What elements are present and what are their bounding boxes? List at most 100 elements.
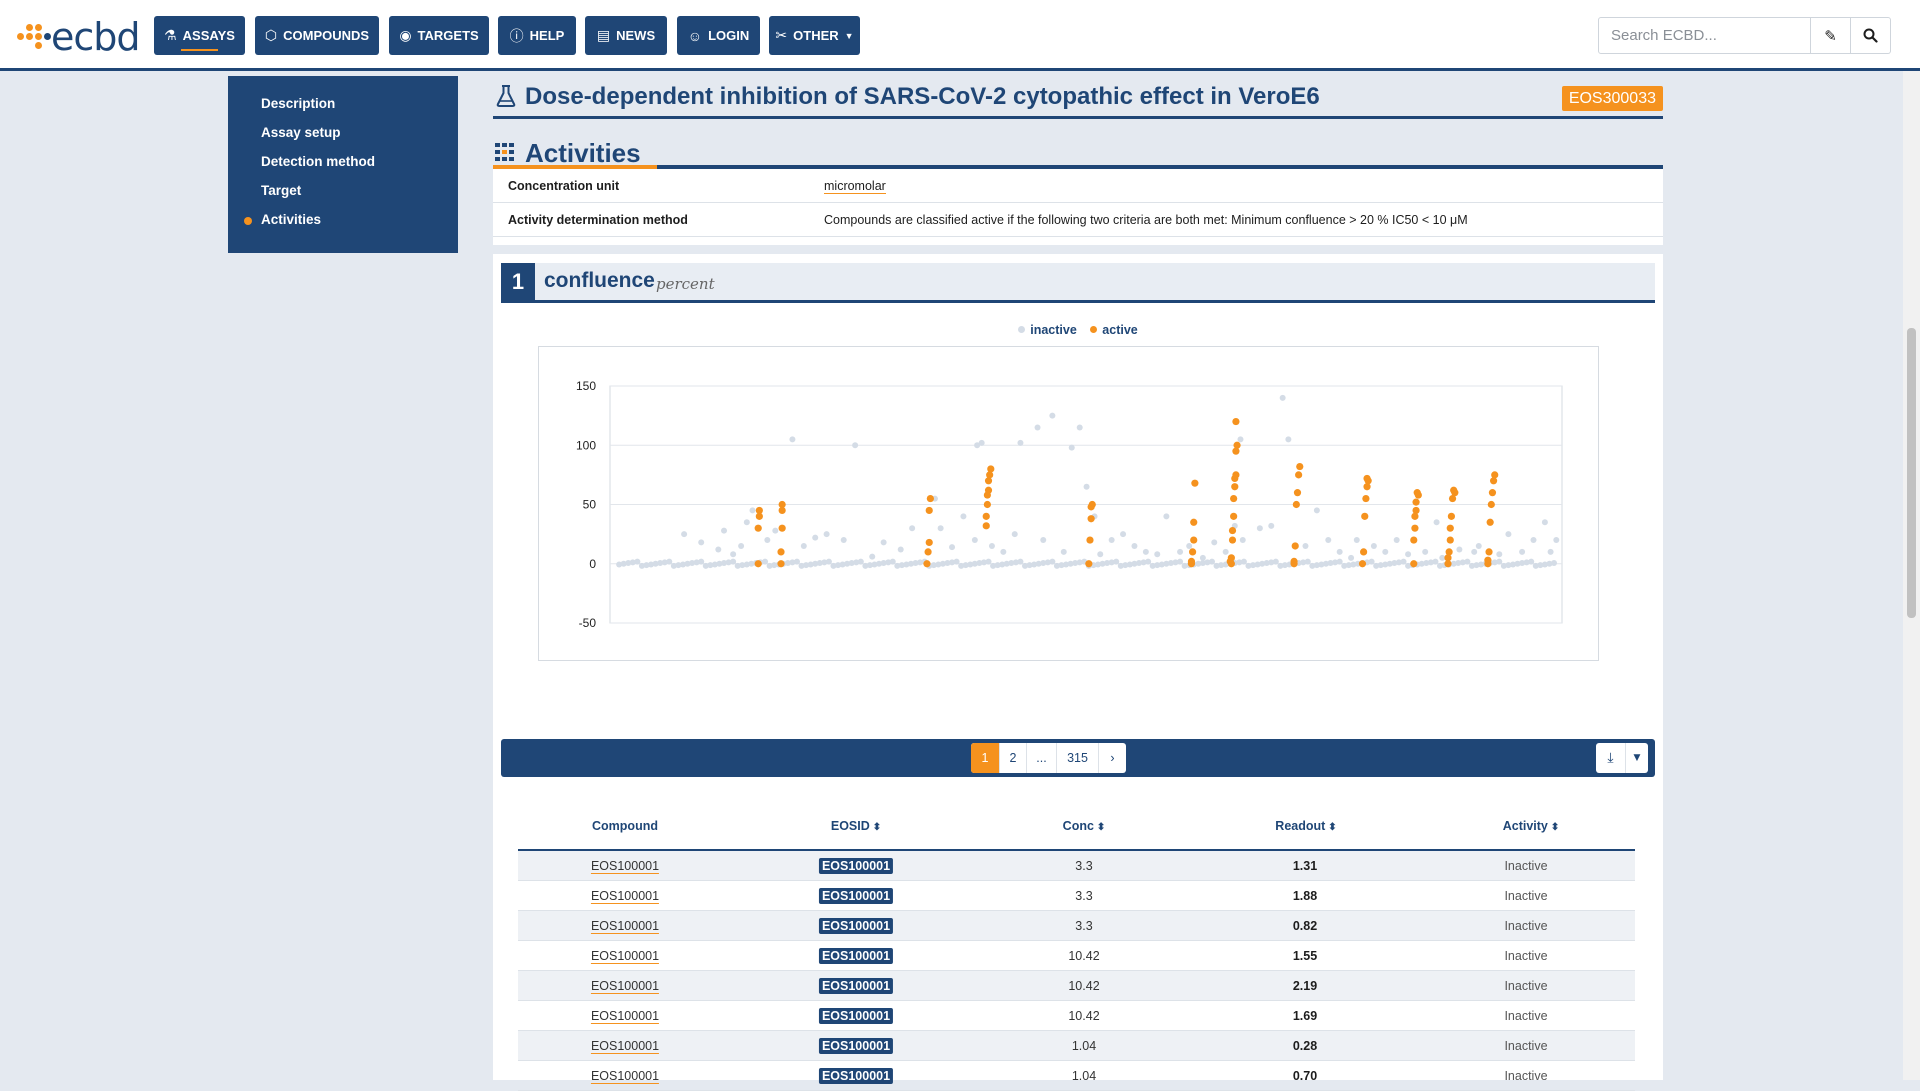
inactive-point bbox=[1386, 560, 1393, 567]
active-point bbox=[1447, 512, 1456, 520]
inactive-point bbox=[711, 561, 718, 568]
page-1-button[interactable]: 1 bbox=[971, 743, 1000, 773]
inactive-point bbox=[1000, 548, 1007, 555]
download-options-dropdown[interactable]: ▼ bbox=[1625, 743, 1648, 773]
inactive-point bbox=[1393, 537, 1400, 544]
nav-login-label: LOGIN bbox=[708, 28, 750, 43]
inactive-point bbox=[1044, 559, 1051, 566]
column-header-eosid[interactable]: EOSID ⬍ bbox=[831, 819, 881, 833]
search-input[interactable] bbox=[1598, 17, 1811, 54]
nav-login-button[interactable]: ☺ LOGIN bbox=[677, 16, 760, 55]
inactive-point bbox=[1459, 559, 1466, 566]
logo-dots-icon bbox=[17, 22, 51, 52]
chart-frame: 150 100 50 0 -50 bbox=[538, 346, 1599, 661]
compound-link[interactable]: EOS100001 bbox=[590, 1039, 660, 1054]
inactive-point bbox=[1218, 562, 1225, 569]
compound-link[interactable]: EOS100001 bbox=[590, 979, 660, 994]
inactive-point bbox=[1254, 561, 1261, 568]
active-point bbox=[1486, 518, 1494, 526]
nav-assays-button[interactable]: ⚗ ASSAYS bbox=[154, 16, 245, 55]
sidebar-item-activities[interactable]: Activities bbox=[243, 209, 321, 231]
eosid-badge[interactable]: EOS100001 bbox=[818, 948, 894, 964]
inactive-point bbox=[1181, 562, 1188, 569]
nav-other-dropdown[interactable]: ✂ OTHER ▼ bbox=[769, 16, 860, 55]
compound-link[interactable]: EOS100001 bbox=[590, 859, 660, 874]
inactive-point bbox=[835, 562, 842, 569]
inactive-point bbox=[1163, 560, 1170, 567]
download-button[interactable]: ⤓ bbox=[1596, 743, 1625, 773]
inactive-point bbox=[949, 559, 956, 566]
table-row: EOS100001 EOS100001 10.42 1.55 Inactive bbox=[518, 941, 1635, 971]
inactive-point bbox=[793, 558, 800, 565]
inactive-point bbox=[1281, 562, 1288, 569]
legend-item-inactive[interactable]: inactive bbox=[1018, 323, 1077, 337]
column-header-readout[interactable]: Readout ⬍ bbox=[1275, 819, 1336, 833]
sidebar-item-assay-setup[interactable]: Assay setup bbox=[261, 125, 341, 140]
readout-value: 1.55 bbox=[1292, 949, 1318, 963]
inactive-point bbox=[1145, 558, 1152, 565]
help-icon: ⓘ bbox=[509, 27, 524, 44]
nav-help-button[interactable]: ⓘ HELP bbox=[498, 16, 576, 55]
activity-value: Inactive bbox=[1504, 979, 1548, 993]
inactive-point bbox=[976, 560, 983, 567]
inactive-point bbox=[1427, 559, 1434, 566]
inactive-point bbox=[885, 559, 892, 566]
compound-link[interactable]: EOS100001 bbox=[590, 1009, 660, 1024]
eosid-badge[interactable]: EOS100001 bbox=[818, 978, 894, 994]
inactive-point bbox=[1348, 554, 1355, 561]
inactive-point bbox=[1131, 560, 1138, 567]
info-value-link[interactable]: micromolar bbox=[824, 179, 886, 194]
column-header-conc[interactable]: Conc ⬍ bbox=[1063, 819, 1106, 833]
page-last-button[interactable]: 315 bbox=[1057, 743, 1099, 773]
inactive-point bbox=[789, 559, 796, 566]
inactive-point bbox=[1422, 548, 1429, 555]
active-point bbox=[986, 471, 994, 479]
sidebar-item-description[interactable]: Description bbox=[261, 96, 336, 111]
eosid-badge[interactable]: EOS100001 bbox=[818, 1068, 894, 1084]
active-point bbox=[1414, 491, 1422, 499]
active-point bbox=[1411, 524, 1419, 532]
search-button[interactable] bbox=[1851, 17, 1891, 54]
compound-link[interactable]: EOS100001 bbox=[590, 1069, 660, 1084]
eosid-badge[interactable]: EOS100001 bbox=[818, 1008, 894, 1024]
nav-targets-button[interactable]: ◉ TARGETS bbox=[389, 16, 489, 55]
column-header-activity[interactable]: Activity ⬍ bbox=[1503, 819, 1560, 833]
inactive-point bbox=[1277, 562, 1284, 569]
inactive-point bbox=[978, 439, 985, 446]
compound-link[interactable]: EOS100001 bbox=[590, 889, 660, 904]
inactive-point bbox=[721, 527, 728, 534]
inactive-point bbox=[852, 442, 859, 449]
eosid-badge[interactable]: EOS100001 bbox=[818, 918, 894, 934]
sidebar-item-target[interactable]: Target bbox=[261, 183, 302, 198]
page-scrollbar[interactable] bbox=[1903, 71, 1920, 1080]
inactive-point bbox=[1154, 562, 1161, 569]
inactive-point bbox=[698, 558, 705, 565]
eosid-badge[interactable]: EOS100001 bbox=[818, 888, 894, 904]
header-accent-line bbox=[493, 165, 657, 169]
inactive-point bbox=[1377, 562, 1384, 569]
eosid-badge[interactable]: EOS100001 bbox=[818, 1038, 894, 1054]
nav-help-label: HELP bbox=[529, 28, 565, 43]
inactive-point bbox=[1491, 559, 1498, 566]
nav-news-button[interactable]: ▤ NEWS bbox=[585, 16, 667, 55]
inactive-point bbox=[1332, 559, 1339, 566]
nav-compounds-button[interactable]: ⬡ COMPOUNDS bbox=[255, 16, 379, 55]
inactive-point bbox=[679, 561, 686, 568]
inactive-point bbox=[1126, 561, 1133, 568]
page-next-button[interactable]: › bbox=[1099, 743, 1126, 773]
edit-button[interactable]: ✎ bbox=[1811, 17, 1851, 54]
scrollbar-thumb[interactable] bbox=[1907, 328, 1916, 618]
ecbd-logo[interactable]: ecbd bbox=[17, 17, 141, 57]
inactive-point bbox=[866, 562, 873, 569]
table-row: EOS100001 EOS100001 10.42 1.69 Inactive bbox=[518, 1001, 1635, 1031]
conc-value: 3.3 bbox=[1075, 859, 1093, 873]
inactive-point bbox=[625, 560, 632, 567]
page-2-button[interactable]: 2 bbox=[1000, 743, 1027, 773]
legend-item-active[interactable]: active bbox=[1090, 323, 1138, 337]
active-point bbox=[1232, 447, 1240, 455]
sidebar-item-detection-method[interactable]: Detection method bbox=[261, 154, 376, 169]
inactive-point bbox=[1022, 562, 1029, 569]
compound-link[interactable]: EOS100001 bbox=[590, 949, 660, 964]
compound-link[interactable]: EOS100001 bbox=[590, 919, 660, 934]
eosid-badge[interactable]: EOS100001 bbox=[818, 858, 894, 874]
